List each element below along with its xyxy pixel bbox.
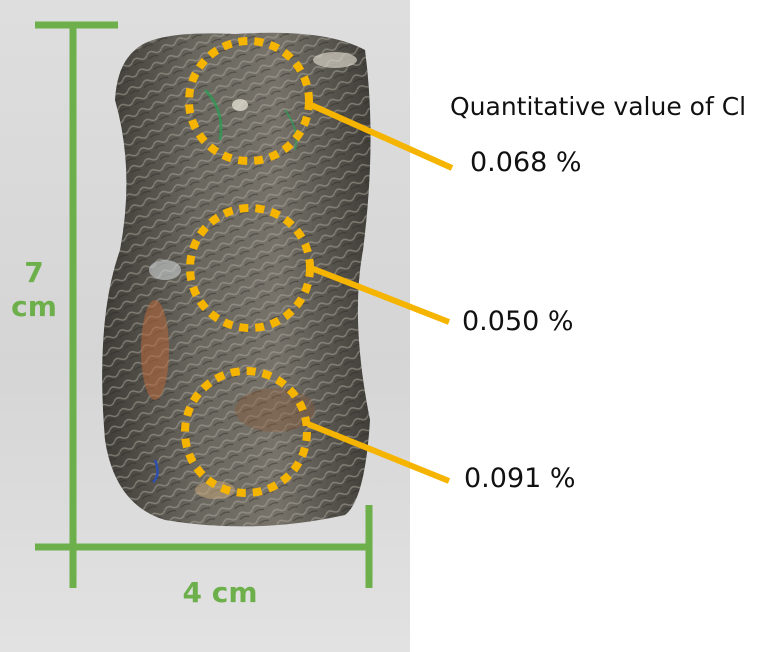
measurement-value-top: 0.068 % [470, 147, 582, 178]
measurement-circle-top [185, 37, 313, 165]
height-unit: cm [11, 290, 57, 323]
leader-line-bottom [306, 421, 451, 484]
measurement-circle-bottom [181, 367, 311, 497]
height-value: 7 [24, 256, 44, 289]
chlorine-caption: Quantitative value of Cl [450, 92, 747, 121]
measurement-value-bottom: 0.091 % [464, 463, 576, 494]
measurement-circle-middle [186, 204, 314, 332]
width-label: 4 cm [182, 576, 258, 609]
measurement-value-middle: 0.050 % [462, 306, 574, 337]
leader-line-top [307, 101, 454, 171]
leader-line-middle [309, 265, 451, 325]
height-label: 7 cm [4, 256, 64, 324]
